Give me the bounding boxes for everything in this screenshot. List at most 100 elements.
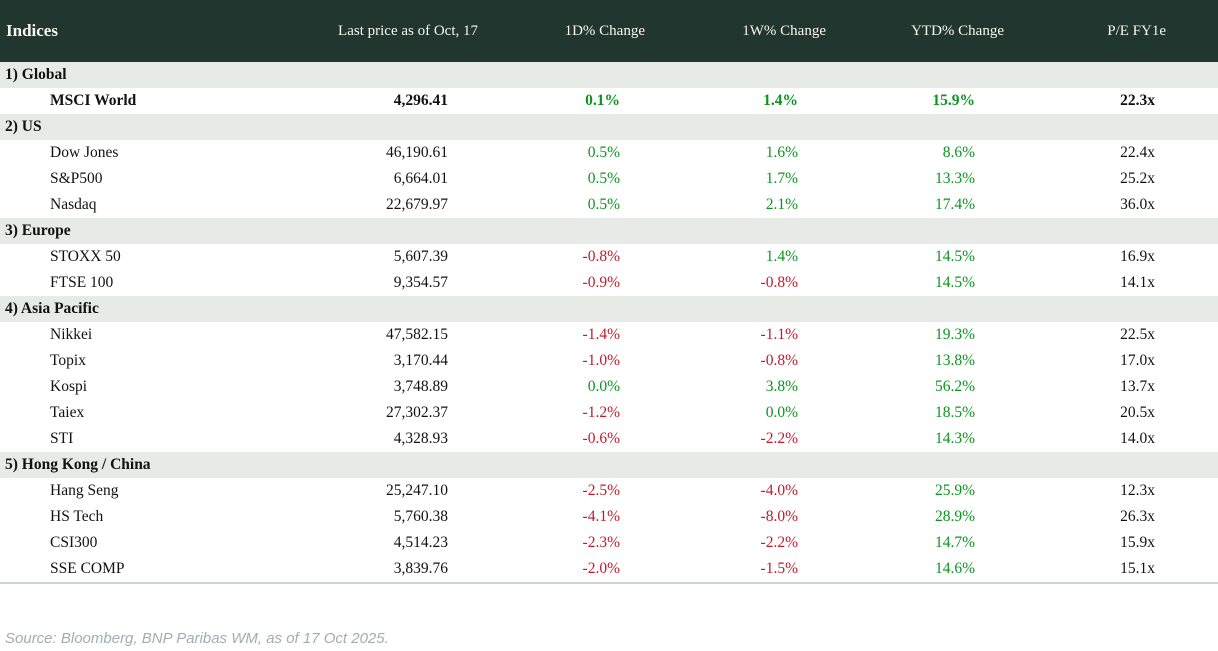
- change-ytd-value: 14.3%: [934, 430, 975, 447]
- change-1w-value: 1.4%: [763, 92, 798, 109]
- change-1d-value: -1.2%: [582, 404, 620, 421]
- last-price-value: 5,760.38: [393, 508, 448, 525]
- change-1d-value: 0.5%: [587, 170, 620, 187]
- last-price-value: 6,664.01: [393, 170, 448, 187]
- last-price-value: 3,170.44: [393, 352, 448, 369]
- row-spacer: [1180, 140, 1218, 166]
- last-price-value: 5,607.39: [393, 248, 448, 265]
- indices-table: Indices Last price as of Oct, 17 1D% Cha…: [0, 0, 1218, 584]
- index-name: STI: [50, 430, 74, 447]
- row-spacer: [1180, 426, 1218, 452]
- change-1w-value: 2.1%: [765, 196, 798, 213]
- change-1w-value: -2.2%: [760, 534, 798, 551]
- index-row: CSI300 4,514.23 -2.3% -2.2% 14.7% 15.9x: [0, 530, 1218, 556]
- pe-fy1e-value: 17.0x: [1120, 352, 1155, 369]
- group-label: 5) Hong Kong / China: [0, 452, 1218, 478]
- column-header-last-price: Last price as of Oct, 17: [300, 0, 480, 62]
- change-1d-value: -2.3%: [582, 534, 620, 551]
- column-header-ytd-change: YTD% Change: [830, 0, 1010, 62]
- change-ytd-value: 15.9%: [932, 92, 975, 109]
- pe-fy1e-value: 22.4x: [1120, 144, 1155, 161]
- change-1d-value: 0.0%: [587, 378, 620, 395]
- group-label: 2) US: [0, 114, 1218, 140]
- change-ytd-value: 28.9%: [934, 508, 975, 525]
- group-label: 1) Global: [0, 62, 1218, 88]
- row-spacer: [1180, 322, 1218, 348]
- row-spacer: [1180, 88, 1218, 114]
- change-ytd-value: 8.6%: [942, 144, 975, 161]
- pe-fy1e-value: 36.0x: [1120, 196, 1155, 213]
- last-price-value: 22,679.97: [386, 196, 448, 213]
- column-header-pe-fy1e: P/E FY1e: [1010, 0, 1180, 62]
- change-ytd-value: 17.4%: [934, 196, 975, 213]
- last-price-value: 4,328.93: [393, 430, 448, 447]
- indices-table-body: 1) Global MSCI World 4,296.41 0.1% 1.4% 15.9%…: [0, 62, 1218, 584]
- pe-fy1e-value: 14.1x: [1120, 274, 1155, 291]
- last-price-value: 25,247.10: [386, 482, 448, 499]
- row-spacer: [1180, 504, 1218, 530]
- index-name: STOXX 50: [50, 248, 121, 265]
- pe-fy1e-value: 22.3x: [1120, 92, 1155, 109]
- group-row: 5) Hong Kong / China: [0, 452, 1218, 478]
- change-ytd-value: 14.6%: [830, 556, 1010, 584]
- change-ytd-value: 25.9%: [934, 482, 975, 499]
- row-spacer: [1180, 244, 1218, 270]
- last-price-value: 27,302.37: [386, 404, 448, 421]
- change-1w-value: 1.4%: [765, 248, 798, 265]
- change-1w-value: 0.0%: [765, 404, 798, 421]
- change-1w-value: 3.8%: [765, 378, 798, 395]
- column-header-indices: Indices: [0, 0, 300, 62]
- index-name: HS Tech: [50, 508, 104, 525]
- row-spacer: [1180, 400, 1218, 426]
- change-1d-value: -2.5%: [582, 482, 620, 499]
- row-spacer: [1180, 530, 1218, 556]
- index-row: Nasdaq 22,679.97 0.5% 2.1% 17.4% 36.0x: [0, 192, 1218, 218]
- change-1d-value: -1.4%: [582, 326, 620, 343]
- group-row: 3) Europe: [0, 218, 1218, 244]
- index-name: Nasdaq: [50, 196, 97, 213]
- index-row: SSE COMP 3,839.76 -2.0% -1.5% 14.6% 15.1x: [0, 556, 1218, 584]
- change-1d-value: 0.1%: [585, 92, 620, 109]
- group-row: 4) Asia Pacific: [0, 296, 1218, 322]
- index-row: Hang Seng 25,247.10 -2.5% -4.0% 25.9% 12.3x: [0, 478, 1218, 504]
- change-1d-value: -4.1%: [582, 508, 620, 525]
- pe-fy1e-value: 14.0x: [1120, 430, 1155, 447]
- column-header-1d-change: 1D% Change: [480, 0, 650, 62]
- change-ytd-value: 13.8%: [934, 352, 975, 369]
- change-1w-value: -1.5%: [650, 556, 830, 584]
- index-row: FTSE 100 9,354.57 -0.9% -0.8% 14.5% 14.1x: [0, 270, 1218, 296]
- change-1w-value: -0.8%: [760, 274, 798, 291]
- change-1d-value: -0.6%: [582, 430, 620, 447]
- change-1d-value: -1.0%: [582, 352, 620, 369]
- column-header-1w-change: 1W% Change: [650, 0, 830, 62]
- index-name: S&P500: [50, 170, 103, 187]
- index-row: STOXX 50 5,607.39 -0.8% 1.4% 14.5% 16.9x: [0, 244, 1218, 270]
- row-spacer: [1180, 166, 1218, 192]
- index-name: SSE COMP: [0, 556, 300, 584]
- change-ytd-value: 14.7%: [934, 534, 975, 551]
- change-ytd-value: 56.2%: [934, 378, 975, 395]
- index-name: Hang Seng: [50, 482, 119, 499]
- change-ytd-value: 19.3%: [934, 326, 975, 343]
- change-1w-value: -4.0%: [760, 482, 798, 499]
- pe-fy1e-value: 25.2x: [1120, 170, 1155, 187]
- index-name: FTSE 100: [50, 274, 114, 291]
- last-price-value: 9,354.57: [393, 274, 448, 291]
- row-spacer: [1180, 348, 1218, 374]
- pe-fy1e-value: 15.9x: [1120, 534, 1155, 551]
- index-row: S&P500 6,664.01 0.5% 1.7% 13.3% 25.2x: [0, 166, 1218, 192]
- change-1d-value: 0.5%: [587, 144, 620, 161]
- index-name: MSCI World: [50, 92, 137, 109]
- row-spacer: [1180, 270, 1218, 296]
- index-row: Dow Jones 46,190.61 0.5% 1.6% 8.6% 22.4x: [0, 140, 1218, 166]
- change-ytd-value: 13.3%: [934, 170, 975, 187]
- pe-fy1e-value: 22.5x: [1120, 326, 1155, 343]
- change-1d-value: -0.9%: [582, 274, 620, 291]
- column-header-spacer: [1180, 0, 1218, 62]
- change-1d-value: -0.8%: [582, 248, 620, 265]
- index-name: Dow Jones: [50, 144, 119, 161]
- source-note: Source: Bloomberg, BNP Paribas WM, as of…: [5, 630, 389, 647]
- group-row: 2) US: [0, 114, 1218, 140]
- last-price-value: 46,190.61: [386, 144, 448, 161]
